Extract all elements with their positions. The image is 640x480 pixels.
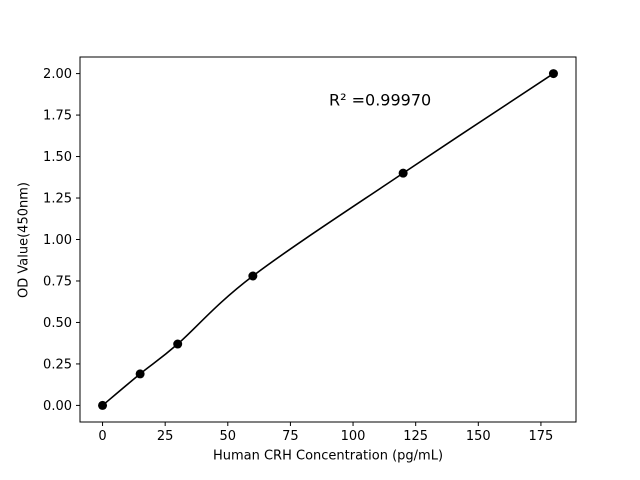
- x-tick-label: 0: [98, 429, 106, 444]
- x-tick-label: 150: [466, 429, 491, 444]
- x-tick-label: 100: [341, 429, 366, 444]
- y-tick-label: 1.50: [43, 150, 72, 165]
- y-tick-label: 2.00: [43, 67, 72, 82]
- fit-curve: [102, 72, 554, 407]
- x-tick-label: 25: [157, 429, 174, 444]
- y-tick-label: 1.25: [43, 192, 72, 207]
- y-tick-label: 0.50: [43, 316, 72, 331]
- y-axis-label: OD Value(450nm): [16, 182, 32, 298]
- x-tick-label: 125: [403, 429, 428, 444]
- r-squared-annotation: R² =0.99970: [328, 90, 432, 110]
- data-point-marker: [398, 168, 408, 178]
- y-tick-label: 0.25: [43, 357, 72, 372]
- data-point-marker: [548, 69, 558, 79]
- y-tick-label: 1.00: [43, 233, 72, 248]
- data-point-marker: [135, 369, 145, 379]
- x-tick-label: 175: [529, 429, 554, 444]
- x-tick-label: 75: [282, 429, 299, 444]
- x-tick-label: 50: [220, 429, 237, 444]
- data-point-marker: [173, 339, 183, 349]
- x-axis-label: Human CRH Concentration (pg/mL): [212, 448, 444, 464]
- y-tick-label: 1.75: [43, 109, 72, 124]
- data-point-marker: [248, 271, 258, 281]
- y-tick-label: 0.75: [43, 274, 72, 289]
- data-point-marker: [98, 400, 108, 410]
- y-tick-label: 0.00: [43, 399, 72, 414]
